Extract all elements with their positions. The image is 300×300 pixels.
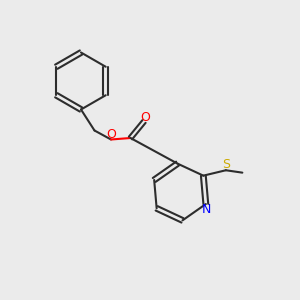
Text: O: O bbox=[140, 111, 150, 124]
Text: N: N bbox=[202, 203, 211, 216]
Text: S: S bbox=[222, 158, 230, 171]
Text: O: O bbox=[106, 128, 116, 141]
